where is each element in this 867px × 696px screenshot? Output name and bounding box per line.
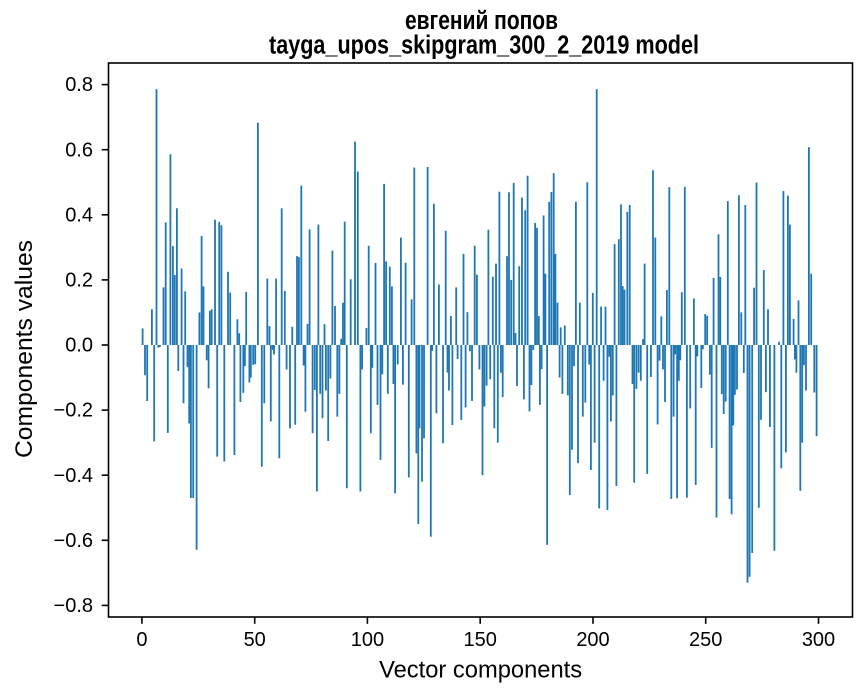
svg-text:−0.6: −0.6 [54,530,93,552]
svg-text:0.0: 0.0 [65,335,93,357]
svg-text:300: 300 [802,629,835,651]
svg-text:tayga_upos_skipgram_300_2_2019: tayga_upos_skipgram_300_2_2019 model [269,32,699,60]
svg-text:0.2: 0.2 [65,270,93,292]
svg-text:Vector components: Vector components [379,657,582,684]
svg-text:150: 150 [464,629,497,651]
svg-text:200: 200 [576,629,609,651]
svg-text:−0.4: −0.4 [54,465,93,487]
svg-text:50: 50 [244,629,266,651]
svg-text:0: 0 [136,629,147,651]
svg-text:0.8: 0.8 [65,74,93,96]
svg-text:100: 100 [351,629,384,651]
svg-text:евгений попов: евгений попов [405,7,558,35]
svg-text:0.6: 0.6 [65,139,93,161]
svg-text:Components values: Components values [11,240,38,458]
svg-text:250: 250 [689,629,722,651]
svg-text:−0.8: −0.8 [54,595,93,617]
svg-text:0.4: 0.4 [65,204,93,226]
svg-text:−0.2: −0.2 [54,400,93,422]
